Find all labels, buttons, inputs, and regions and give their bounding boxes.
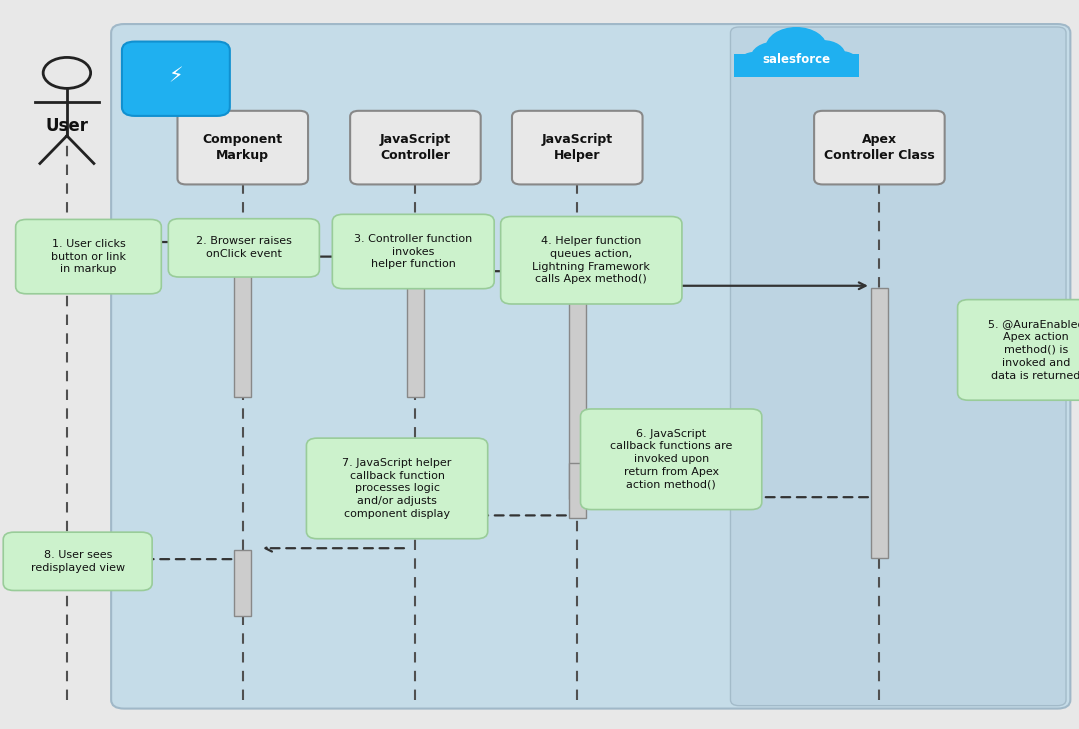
FancyBboxPatch shape bbox=[513, 111, 643, 184]
Text: 6. JavaScript
callback functions are
invoked upon
return from Apex
action method: 6. JavaScript callback functions are inv… bbox=[610, 429, 733, 490]
Text: User: User bbox=[45, 117, 88, 135]
Text: 5. @AuraEnabled
Apex action
method() is
invoked and
data is returned: 5. @AuraEnabled Apex action method() is … bbox=[987, 319, 1079, 381]
Text: 7. JavaScript helper
callback function
processes logic
and/or adjusts
component : 7. JavaScript helper callback function p… bbox=[342, 458, 452, 519]
Text: 1. User clicks
button or link
in markup: 1. User clicks button or link in markup bbox=[51, 239, 126, 274]
FancyBboxPatch shape bbox=[581, 409, 762, 510]
Text: JavaScript
Helper: JavaScript Helper bbox=[542, 133, 613, 162]
FancyBboxPatch shape bbox=[111, 24, 1070, 709]
Text: 3. Controller function
invokes
helper function: 3. Controller function invokes helper fu… bbox=[354, 234, 473, 269]
FancyBboxPatch shape bbox=[306, 438, 488, 539]
FancyBboxPatch shape bbox=[122, 42, 230, 116]
Text: Component
Markup: Component Markup bbox=[203, 133, 283, 162]
FancyBboxPatch shape bbox=[234, 244, 251, 397]
FancyBboxPatch shape bbox=[168, 219, 319, 277]
Circle shape bbox=[766, 28, 827, 69]
Text: ⚡: ⚡ bbox=[168, 66, 183, 87]
FancyBboxPatch shape bbox=[814, 111, 945, 184]
FancyBboxPatch shape bbox=[734, 54, 859, 77]
FancyBboxPatch shape bbox=[407, 259, 424, 397]
Text: 2. Browser raises
onClick event: 2. Browser raises onClick event bbox=[196, 236, 291, 260]
Text: JavaScript
Controller: JavaScript Controller bbox=[380, 133, 451, 162]
FancyBboxPatch shape bbox=[3, 532, 152, 590]
FancyBboxPatch shape bbox=[871, 288, 888, 558]
FancyBboxPatch shape bbox=[569, 273, 586, 499]
Text: salesforce: salesforce bbox=[762, 53, 831, 66]
FancyBboxPatch shape bbox=[501, 217, 682, 304]
Text: Apex
Controller Class: Apex Controller Class bbox=[824, 133, 934, 162]
FancyBboxPatch shape bbox=[958, 300, 1079, 400]
FancyBboxPatch shape bbox=[15, 219, 162, 294]
FancyBboxPatch shape bbox=[730, 27, 1066, 706]
FancyBboxPatch shape bbox=[178, 111, 309, 184]
Circle shape bbox=[751, 42, 798, 74]
Text: 8. User sees
redisplayed view: 8. User sees redisplayed view bbox=[30, 550, 125, 573]
FancyBboxPatch shape bbox=[332, 214, 494, 289]
FancyBboxPatch shape bbox=[234, 550, 251, 616]
Circle shape bbox=[802, 41, 845, 70]
Text: 4. Helper function
queues action,
Lightning Framework
calls Apex method(): 4. Helper function queues action, Lightn… bbox=[532, 236, 651, 284]
FancyBboxPatch shape bbox=[351, 111, 481, 184]
Circle shape bbox=[738, 52, 773, 76]
Circle shape bbox=[825, 52, 858, 74]
FancyBboxPatch shape bbox=[569, 463, 586, 518]
